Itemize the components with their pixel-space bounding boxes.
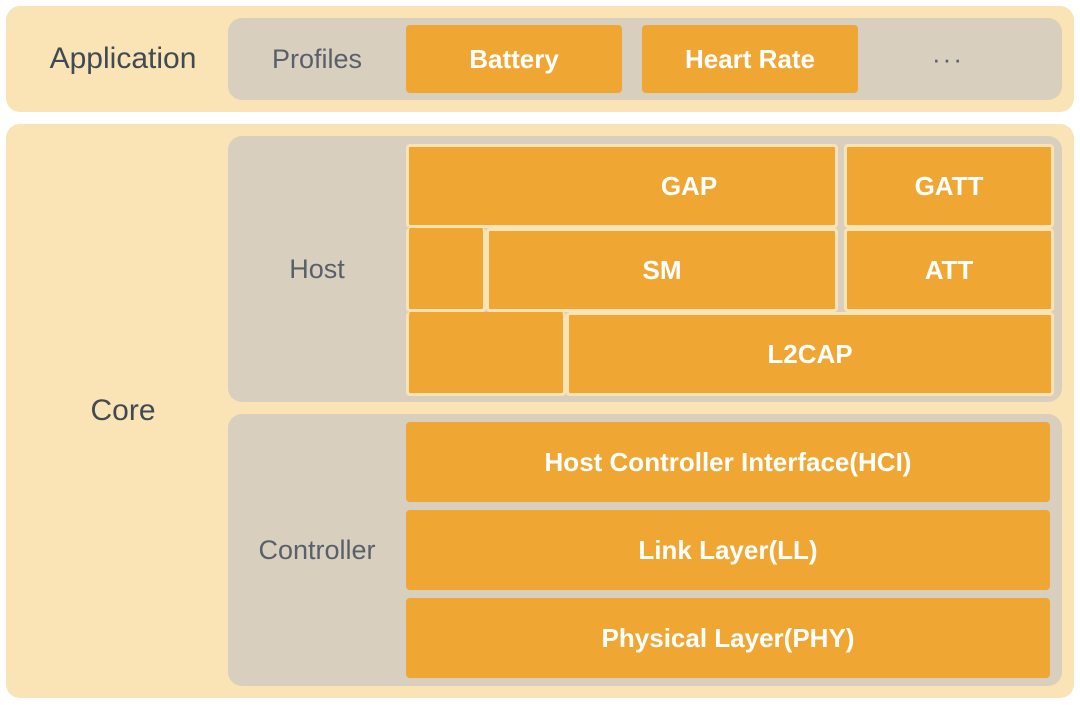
host-stack: GAPGATTSMATTL2CAP	[406, 144, 1050, 394]
gap-box-label: GAP	[661, 171, 717, 202]
controller-layer-box: Physical Layer(PHY)	[406, 598, 1050, 678]
controller-layer-box: Host Controller Interface(HCI)	[406, 422, 1050, 502]
profiles-ellipsis: ···	[878, 44, 1018, 75]
controller-stack: Host Controller Interface(HCI)Link Layer…	[406, 422, 1050, 678]
host-panel: HostGAPGATTSMATTL2CAP	[228, 136, 1062, 402]
sm-box: SM	[486, 228, 838, 312]
host-filler-row2	[406, 228, 486, 312]
core-label: Core	[18, 136, 228, 686]
controller-layer-box: Link Layer(LL)	[406, 510, 1050, 590]
application-label: Application	[18, 42, 228, 76]
att-box: ATT	[844, 228, 1054, 312]
profiles-items: Battery Heart Rate ···	[406, 25, 1062, 93]
profiles-panel: ProfilesBattery Heart Rate ···	[228, 18, 1062, 100]
controller-panel: ControllerHost Controller Interface(HCI)…	[228, 414, 1062, 686]
controller-label: Controller	[228, 422, 406, 678]
core-section: CoreHostGAPGATTSMATTL2CAPControllerHost …	[6, 124, 1074, 698]
host-label: Host	[228, 144, 406, 394]
host-filler-row3	[406, 312, 566, 396]
gap-box: GAP	[406, 144, 838, 228]
l2cap-box: L2CAP	[566, 312, 1054, 396]
profiles-label: Profiles	[228, 18, 406, 100]
application-section: ApplicationProfilesBattery Heart Rate ···	[6, 6, 1074, 112]
gatt-box: GATT	[844, 144, 1054, 228]
profile-box: Heart Rate	[642, 25, 858, 93]
core-panels: HostGAPGATTSMATTL2CAPControllerHost Cont…	[228, 136, 1062, 686]
profile-box: Battery	[406, 25, 622, 93]
